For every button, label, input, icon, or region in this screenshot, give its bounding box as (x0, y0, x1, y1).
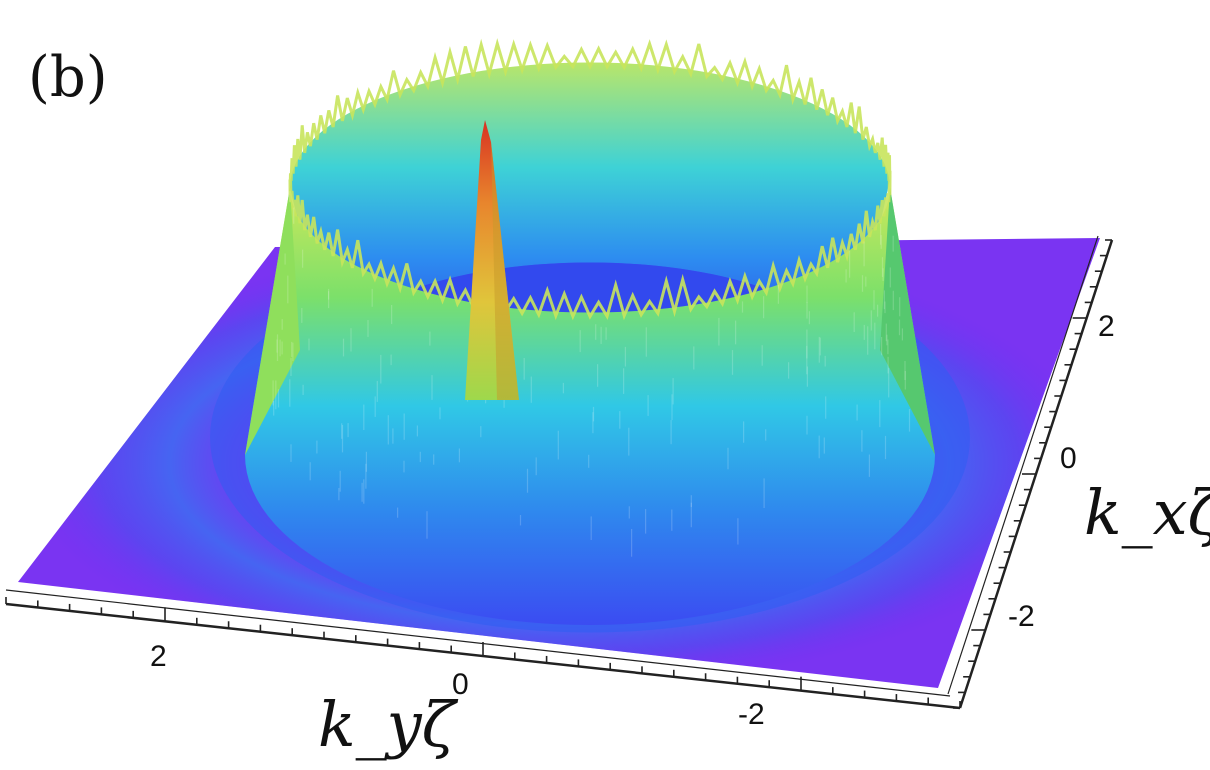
ky-axis-edge (5, 589, 951, 697)
ring-outer-wall (245, 187, 935, 625)
surface-layer (210, 38, 970, 633)
ring-right-edge (880, 187, 935, 455)
kx-axis-edge (947, 235, 1099, 695)
ky-tick-label-neg2: -2 (738, 698, 765, 731)
ring-inner-wall (290, 62, 890, 363)
central-peak-shade (491, 142, 519, 400)
panel-label: (b) (28, 45, 108, 110)
ky-tick-label-0: 0 (452, 668, 469, 701)
ky-axis-label: k_yζ (318, 688, 459, 761)
kx-tick-label-0: 0 (1060, 442, 1077, 475)
ky-tick-label-2: 2 (150, 640, 167, 673)
kx-axis-label: k_xζ (1084, 476, 1210, 549)
kx-tick-label-neg2: -2 (1008, 600, 1035, 633)
ring-rim (288, 38, 892, 321)
kx-tick-label-2: 2 (1098, 310, 1115, 343)
ring-left-edge (245, 187, 300, 455)
tick-marks (5, 239, 1112, 709)
